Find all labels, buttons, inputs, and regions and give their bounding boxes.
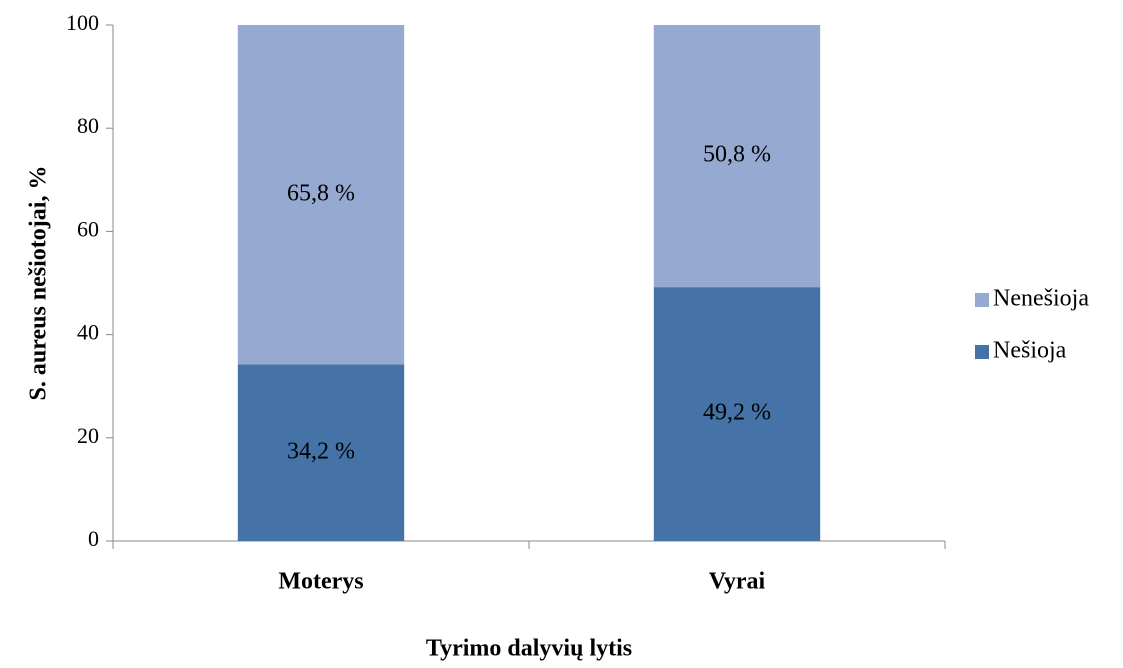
y-tick-label: 80: [77, 113, 99, 138]
data-label: 50,8 %: [703, 142, 771, 168]
x-tick-label: Vyrai: [709, 569, 766, 595]
legend-swatch: [975, 293, 989, 307]
legend-swatch: [975, 345, 989, 359]
y-tick-label: 0: [88, 526, 99, 551]
bar-segment: [653, 25, 821, 288]
y-tick-label: 60: [77, 216, 99, 241]
y-axis-label: S. aureus nešiotojai, %: [26, 166, 52, 401]
legend-label: Nenešioja: [993, 286, 1089, 312]
legend-label: Nešioja: [993, 338, 1067, 364]
data-label: 34,2 %: [287, 438, 355, 464]
x-tick-label: Moterys: [278, 569, 363, 595]
bar-segment: [653, 287, 821, 541]
bar-segment: [237, 364, 405, 541]
data-label: 65,8 %: [287, 180, 355, 206]
y-tick-label: 20: [77, 423, 99, 448]
y-tick-label: 100: [66, 10, 99, 35]
y-tick-label: 40: [77, 320, 99, 345]
data-label: 49,2 %: [703, 400, 771, 426]
x-axis-label: Tyrimo dalyvių lytis: [426, 636, 632, 662]
bar-segment: [237, 25, 405, 365]
